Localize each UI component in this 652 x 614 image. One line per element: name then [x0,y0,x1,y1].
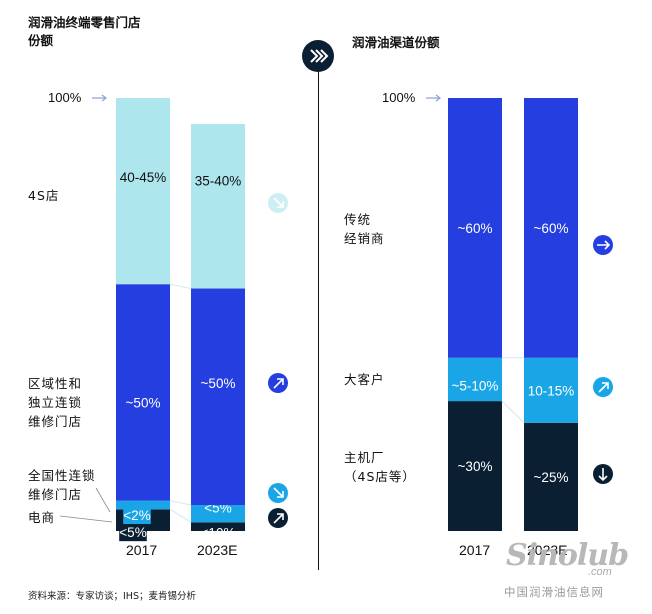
arrow-up-right-icon [273,378,284,389]
ecom-label-pointer [59,515,113,523]
watermark-logo: Sinolub .com 中国润滑油信息网 [500,538,645,604]
arrow-down-icon [598,468,608,482]
right-value-label-2023E-seg-1: 10-15% [528,383,575,398]
cat-ecommerce: 电商 [28,510,56,525]
left-bar-2017-seg-2 [116,284,170,501]
cat-trad-line-2: 经销商 [344,231,385,246]
arrow-down-right-icon [273,197,284,208]
right-bar-2017-seg-1 [448,357,502,402]
right-x-label-2023e: 2023E [527,542,568,558]
cat-traditional-distributor: 传统 经销商 [344,210,385,248]
watermark-main: Sinolub [506,538,629,573]
cat-national-line-1: 全国性连锁 [28,468,96,483]
right-connector-0 [501,400,525,424]
right-bar-2023E-seg-1 [524,357,578,423]
right-bar-2023E-seg-2 [524,98,578,358]
right-value-label-2017-seg-1: ~5-10% [452,378,499,393]
cat-key-accounts: 大客户 [344,372,385,387]
left-x-label-2017: 2017 [126,542,158,558]
left-100-label: 100% [48,90,82,105]
right-100-label: 100% [382,90,416,105]
left-x-label-2023e: 2023E [197,542,238,558]
left-chart-title: 润滑油终端零售门店 份额 [28,14,141,50]
cat-regional-line-1: 区域性和 [28,376,83,391]
cat-regional-line-2: 独立连锁 [28,395,83,410]
left-bar-2023E-seg-2 [191,288,245,506]
cat-4s-store: 4S店 [28,188,60,203]
left-label-bg-2017-seg-0 [119,524,147,542]
arrow-up-right-icon [273,513,284,524]
arrow-right-icon [597,240,611,250]
source-note: 资料来源：专家访谈；IHS；麦肯锡分析 [28,591,196,602]
arrow-down-right-icon [273,487,284,498]
left-bar-2023E-seg-3 [191,123,245,289]
left-value-label-2023E-seg-2: ~50% [201,376,236,391]
left-title-line-2: 份额 [28,33,54,48]
cat-oem: 主机厂 （4S店等） [344,448,416,486]
watermark-com: .com [588,566,612,578]
left-value-label-2017-seg-3: 40-45% [120,170,167,185]
cat-national-line-2: 维修门店 [28,487,83,502]
right-bar-2017-seg-0 [448,401,502,531]
left-bar-2023E-seg-0 [191,522,245,531]
left-label-bg-2017-seg-1 [123,507,151,525]
left-bar-2017-seg-3 [116,98,170,285]
watermark-sub: 中国润滑油信息网 [504,585,604,599]
right-bar-2017-seg-2 [448,98,502,358]
right-value-label-2017-seg-0: ~30% [458,459,493,474]
cat-regional-stores: 区域性和 独立连锁 维修门店 [28,374,82,431]
left-connector-0 [169,508,192,523]
right-value-label-2023E-seg-2: ~60% [534,221,569,236]
right-value-label-2023E-seg-0: ~25% [534,470,569,485]
cat-trad-line-1: 传统 [344,212,372,227]
left-title-line-1: 润滑油终端零售门店 [28,15,141,30]
cat-oem-line-2: （4S店等） [344,469,416,484]
right-chart-title: 润滑油渠道份额 [352,35,440,50]
right-value-label-2017-seg-2: ~60% [458,221,493,236]
double-chevron-right-icon [302,40,334,72]
left-value-label-2017-seg-1: <2% [123,508,150,523]
national-label-pointer [95,487,111,513]
left-connector-1 [169,500,192,506]
left-100-pointer-arrow [92,94,107,102]
left-value-label-2023E-seg-3: 35-40% [195,173,242,188]
right-bar-2023E-seg-0 [524,422,578,531]
panel-divider [318,60,319,570]
left-value-label-2017-seg-0: <5% [119,525,146,540]
cat-oem-line-1: 主机厂 [344,450,385,465]
left-value-label-2017-seg-2: ~50% [126,395,161,410]
right-x-label-2017: 2017 [459,542,491,558]
cat-national-chain: 全国性连锁 维修门店 [28,466,96,504]
left-connector-2 [169,283,192,290]
cat-regional-line-3: 维修门店 [28,414,83,429]
left-bar-2017-seg-1 [116,500,170,510]
right-100-pointer-arrow [426,94,441,102]
arrow-up-right-icon [598,382,609,393]
left-value-label-2023E-seg-0: <10% [201,526,236,541]
